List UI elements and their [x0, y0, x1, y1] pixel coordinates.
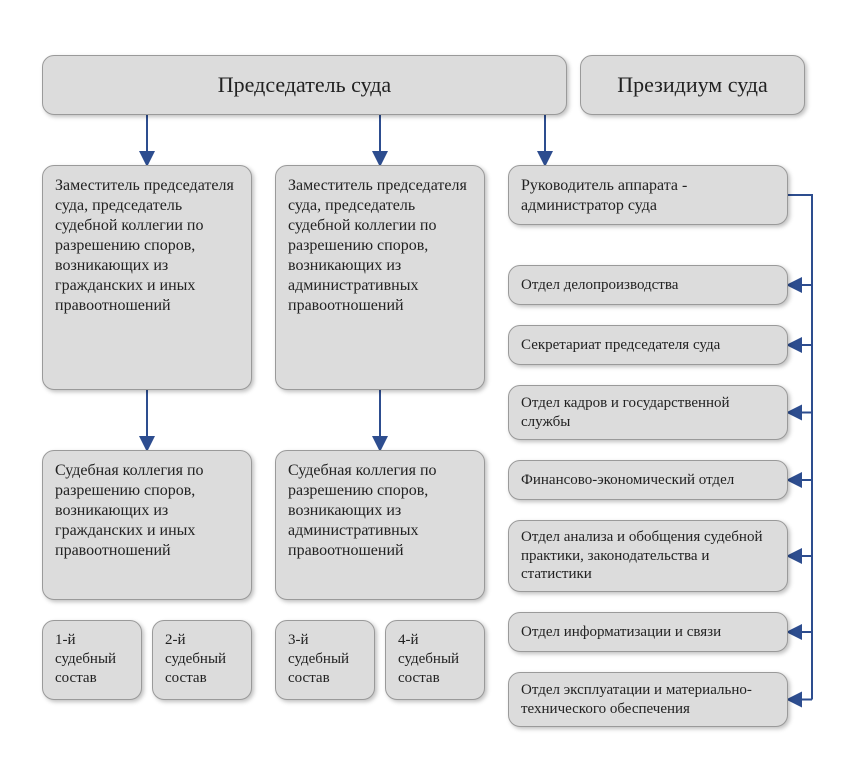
- node-label: 1-й судебный состав: [55, 632, 116, 686]
- node-dept-secretariat: Секретариат председателя суда: [508, 325, 788, 365]
- node-collegium-admin: Судебная коллегия по разрешению споров, …: [275, 450, 485, 600]
- node-label: 4-й судебный состав: [398, 632, 459, 686]
- node-dept-it: Отдел информатизации и связи: [508, 612, 788, 652]
- node-label: Президиум суда: [617, 71, 768, 99]
- node-composition-2: 2-й судебный состав: [152, 620, 252, 700]
- node-label: Отдел анализа и обобщения судебной практ…: [521, 528, 775, 584]
- node-label: Заместитель председателя суда, председат…: [288, 177, 467, 314]
- node-dept-maintenance: Отдел эксплуатации и матери­ально-технич…: [508, 672, 788, 727]
- node-label: Секретариат председателя суда: [521, 336, 720, 355]
- org-chart-canvas: Председатель суда Президиум суда Замести…: [0, 0, 843, 773]
- node-composition-4: 4-й судебный состав: [385, 620, 485, 700]
- node-label: Судебная коллегия по разрешению споров, …: [55, 462, 204, 559]
- node-label: Судебная коллегия по разрешению споров, …: [288, 462, 437, 559]
- node-label: Отдел делопроизводства: [521, 276, 678, 295]
- node-dept-finance: Финансово-экономический отдел: [508, 460, 788, 500]
- node-label: Отдел кадров и государственной службы: [521, 394, 775, 432]
- node-deputy-civil: Заместитель председателя суда, председат…: [42, 165, 252, 390]
- node-presidium: Президиум суда: [580, 55, 805, 115]
- node-label: Председатель суда: [218, 71, 391, 99]
- node-dept-personnel: Отдел кадров и государственной службы: [508, 385, 788, 440]
- node-collegium-civil: Судебная коллегия по разрешению споров, …: [42, 450, 252, 600]
- node-composition-1: 1-й судебный состав: [42, 620, 142, 700]
- node-apparatus-head: Руководитель аппарата - администратор су…: [508, 165, 788, 225]
- node-label: 2-й судебный состав: [165, 632, 226, 686]
- node-dept-records: Отдел делопроизводства: [508, 265, 788, 305]
- node-label: Заместитель председателя суда, председат…: [55, 177, 234, 314]
- node-dept-analysis: Отдел анализа и обобщения судебной практ…: [508, 520, 788, 592]
- node-composition-3: 3-й судебный состав: [275, 620, 375, 700]
- node-label: 3-й судебный состав: [288, 632, 349, 686]
- node-label: Руководитель аппарата - администратор су…: [521, 177, 687, 214]
- node-chairman: Председатель суда: [42, 55, 567, 115]
- node-label: Финансово-экономический отдел: [521, 471, 734, 490]
- node-deputy-admin: Заместитель председателя суда, председат…: [275, 165, 485, 390]
- node-label: Отдел информатизации и связи: [521, 623, 721, 642]
- node-label: Отдел эксплуатации и матери­ально-технич…: [521, 681, 775, 719]
